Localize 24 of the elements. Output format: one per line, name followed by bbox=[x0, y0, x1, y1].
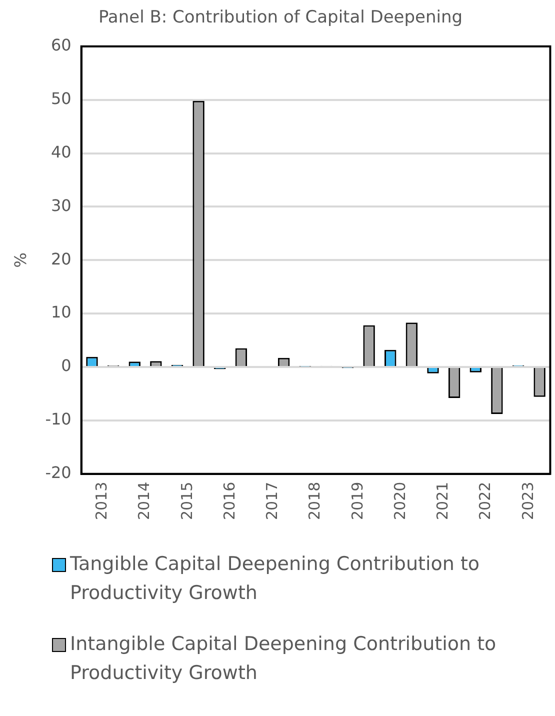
x-tick-label: 2018 bbox=[306, 482, 324, 520]
y-tick-label: 10 bbox=[50, 302, 72, 322]
legend-label: Intangible Capital Deepening Contribution to Productivity Growth bbox=[70, 632, 498, 686]
x-tick-label: 2021 bbox=[434, 482, 452, 520]
x-tick-label: 2014 bbox=[135, 482, 154, 520]
y-tick-label: 40 bbox=[50, 142, 72, 162]
y-tick-label: -20 bbox=[45, 462, 72, 482]
x-tick-label: 2016 bbox=[220, 482, 238, 520]
x-tick-label: 2015 bbox=[178, 482, 196, 520]
y-tick-label: 50 bbox=[50, 88, 72, 108]
y-tick-label: -10 bbox=[45, 410, 72, 429]
y-tick-label: 20 bbox=[50, 249, 72, 268]
x-tick-label: 2017 bbox=[263, 482, 282, 520]
x-tick-label: 2013 bbox=[92, 482, 111, 520]
y-tick-label: 60 bbox=[50, 36, 72, 55]
x-tick-label: 2020 bbox=[390, 482, 409, 520]
y-tick-label: 0 bbox=[61, 356, 72, 376]
y-axis-title: % bbox=[10, 252, 30, 268]
y-tick-label: 30 bbox=[50, 196, 72, 215]
x-tick-label: 2023 bbox=[518, 482, 537, 520]
x-tick-label: 2022 bbox=[476, 482, 494, 520]
x-tick-label: 2019 bbox=[348, 482, 366, 520]
chart-title: Panel B: Contribution of Capital Deepening bbox=[98, 8, 463, 28]
legend-label: Tangible Capital Deepening Contribution to Productivity Growth bbox=[70, 552, 481, 606]
